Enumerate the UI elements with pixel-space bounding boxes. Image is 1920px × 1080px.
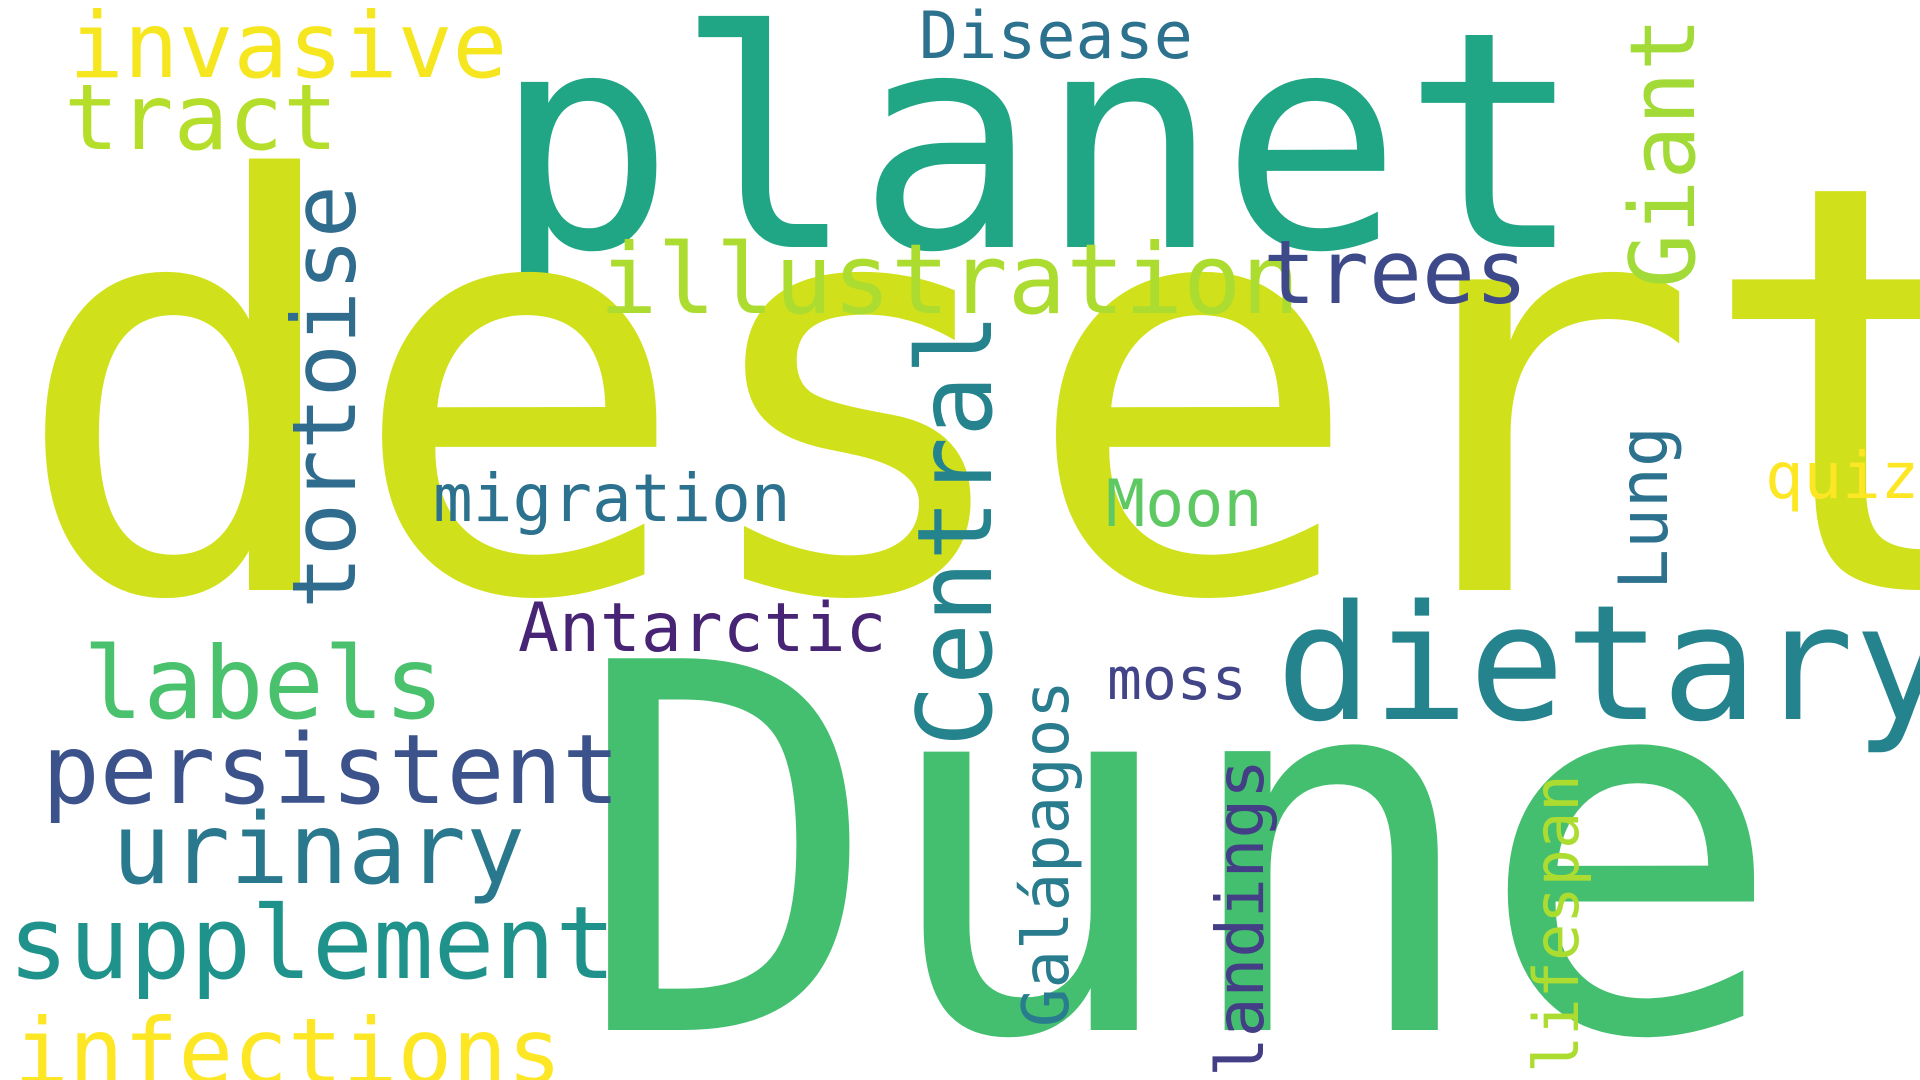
word-galapagos: Galápagos: [1010, 680, 1084, 1027]
word-disease: Disease: [919, 0, 1193, 74]
word-desert: desert: [11, 63, 1920, 724]
word-lung: Lung: [1605, 426, 1684, 590]
word-trees: trees: [1263, 221, 1528, 324]
word-quiz: quiz: [1765, 440, 1920, 514]
word-dune: Dune: [574, 558, 1784, 1080]
word-tract: tract: [64, 66, 338, 171]
word-dietary: dietary: [1276, 570, 1920, 757]
word-moss: moss: [1107, 645, 1247, 713]
word-urinary: urinary: [112, 793, 526, 907]
word-infections: infections: [14, 1000, 562, 1080]
word-illustration: illustration: [599, 223, 1300, 336]
word-persistent: persistent: [42, 714, 620, 826]
word-planet: planet: [493, 0, 1584, 319]
word-giant: Giant: [1611, 17, 1716, 288]
word-invasive: invasive: [69, 0, 508, 99]
word-tortoise: tortoise: [273, 185, 376, 609]
word-lifespan: lifespan: [1520, 774, 1593, 1073]
word-antarctic: Antarctic: [518, 589, 887, 668]
word-central: Central: [896, 312, 1016, 747]
word-supplement: supplement: [8, 884, 617, 1002]
word-moon: Moon: [1106, 467, 1263, 542]
word-labels: labels: [83, 625, 445, 742]
word-landings: landings: [1202, 759, 1279, 1077]
word-migration: migration: [433, 460, 791, 537]
